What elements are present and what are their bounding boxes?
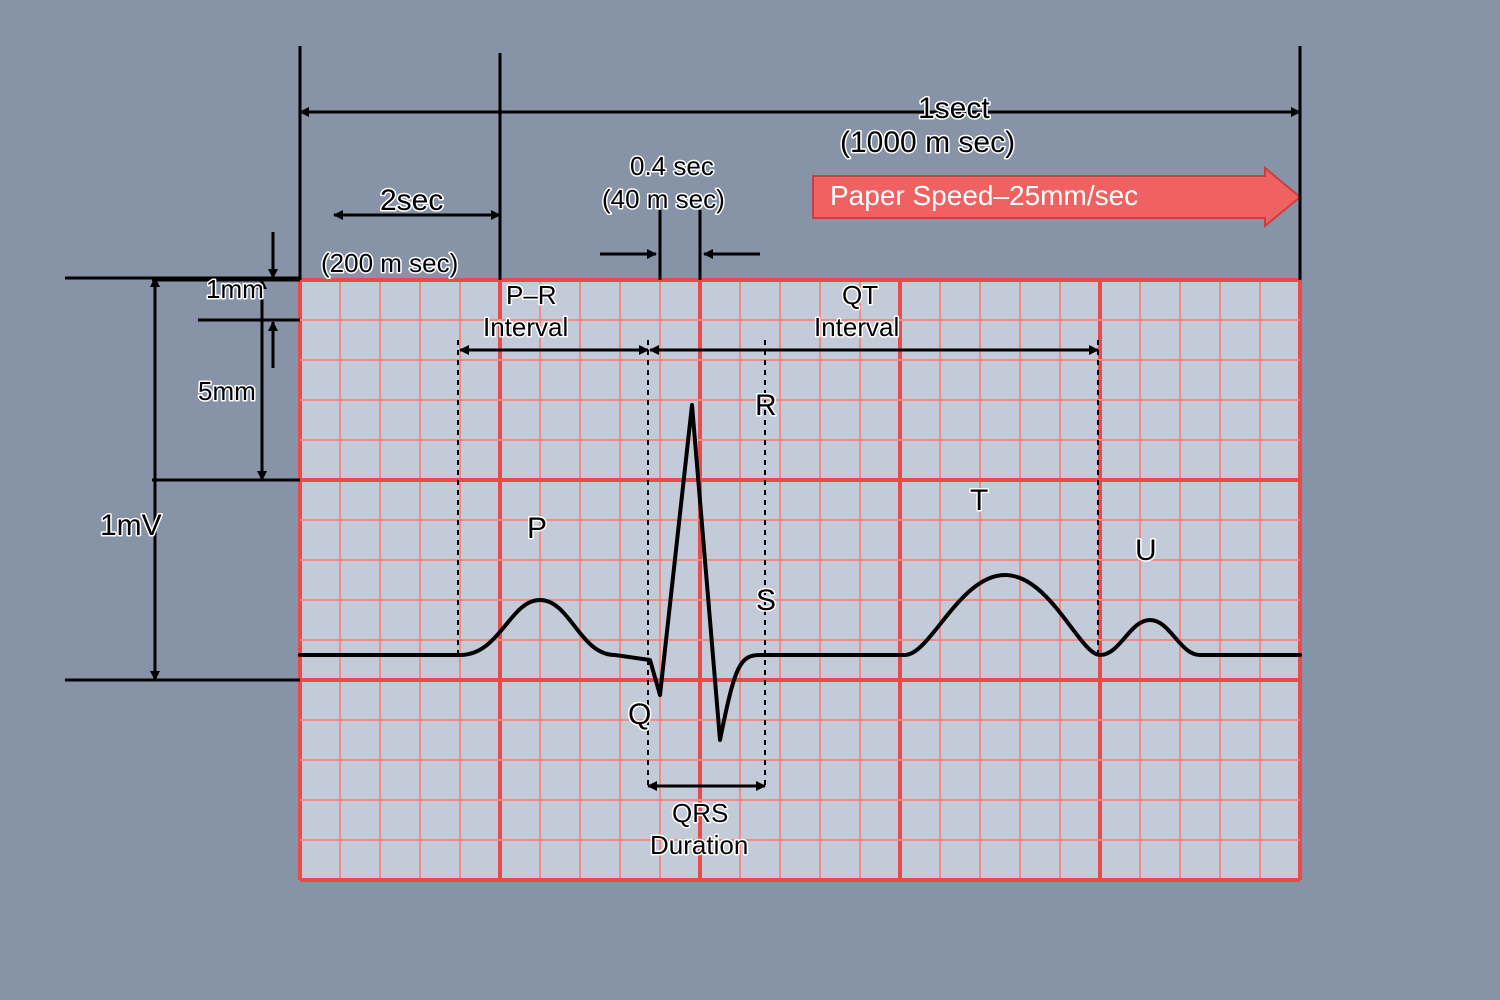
- label-qrs_b: Duration: [650, 830, 748, 860]
- label-R: R: [755, 389, 777, 422]
- label-qt_a: QT: [842, 280, 878, 310]
- label-two_sec_b: (200 m sec): [321, 248, 458, 278]
- label-two_sec_a: 2sec: [380, 184, 443, 217]
- label-mm5: 5mm: [198, 376, 256, 406]
- label-T: T: [970, 484, 988, 517]
- label-pr_b: Interval: [483, 312, 568, 342]
- ecg-grid: [300, 280, 1300, 880]
- label-Q: Q: [628, 698, 651, 731]
- label-pr_a: P–R: [506, 280, 557, 310]
- label-P: P: [527, 512, 547, 545]
- label-mm1: 1mm: [206, 274, 264, 304]
- label-top_full_b: (1000 m sec): [840, 126, 1015, 159]
- label-mv1: 1mV: [100, 509, 162, 542]
- label-S: S: [756, 584, 776, 617]
- label-top_full_a: 1sect: [918, 92, 990, 125]
- label-qrs_a: QRS: [672, 798, 728, 828]
- label-U: U: [1135, 534, 1157, 567]
- label-mid_04_b: (40 m sec): [602, 184, 725, 214]
- label-qt_b: Interval: [814, 312, 899, 342]
- label-mid_04_a: 0.4 sec: [630, 151, 714, 181]
- label-paper_speed: Paper Speed–25mm/sec: [830, 180, 1138, 211]
